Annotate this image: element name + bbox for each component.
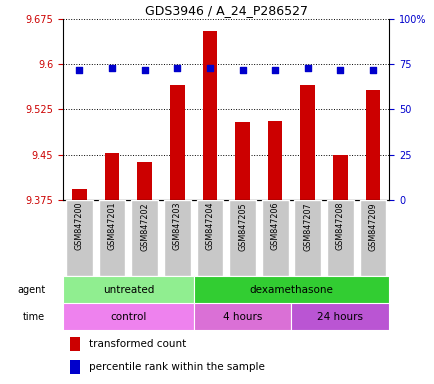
Bar [365, 89, 379, 200]
Text: transformed count: transformed count [89, 339, 186, 349]
Point [206, 65, 213, 71]
Bar [196, 200, 223, 276]
Text: GSM847203: GSM847203 [172, 202, 181, 250]
Bar [170, 85, 184, 200]
Text: GSM847206: GSM847206 [270, 202, 279, 250]
Text: 4 hours: 4 hours [222, 312, 262, 322]
Point [304, 65, 311, 71]
Point [369, 67, 376, 73]
Text: time: time [23, 312, 45, 322]
Title: GDS3946 / A_24_P286527: GDS3946 / A_24_P286527 [145, 3, 307, 17]
Point [141, 67, 148, 73]
Text: GSM847205: GSM847205 [237, 202, 247, 251]
Text: 24 hours: 24 hours [317, 312, 362, 322]
Bar [300, 85, 314, 200]
Bar [63, 303, 193, 330]
Bar [63, 276, 193, 303]
Point [173, 65, 181, 71]
Bar [99, 200, 125, 276]
Text: GSM847200: GSM847200 [75, 202, 84, 250]
Bar [359, 200, 385, 276]
Text: GSM847208: GSM847208 [335, 202, 344, 250]
Bar [131, 200, 158, 276]
Text: control: control [110, 312, 146, 322]
Bar [105, 153, 119, 200]
Point [108, 65, 115, 71]
Text: GSM847201: GSM847201 [107, 202, 116, 250]
Point [239, 67, 246, 73]
Bar [229, 200, 255, 276]
Bar [332, 155, 347, 200]
Point [76, 67, 82, 73]
Bar [193, 303, 291, 330]
Text: untreated: untreated [102, 285, 154, 295]
Bar [164, 200, 190, 276]
Bar [66, 200, 92, 276]
Bar [72, 189, 86, 200]
Bar [261, 200, 288, 276]
Text: dexamethasone: dexamethasone [249, 285, 332, 295]
Bar [69, 360, 80, 374]
Bar [294, 200, 320, 276]
Bar [235, 122, 249, 200]
Text: GSM847204: GSM847204 [205, 202, 214, 250]
Bar [326, 200, 353, 276]
Point [336, 67, 343, 73]
Point [271, 67, 278, 73]
Text: GSM847202: GSM847202 [140, 202, 149, 251]
Bar [202, 31, 217, 200]
Bar [267, 121, 282, 200]
Text: agent: agent [17, 285, 45, 295]
Bar [137, 162, 151, 200]
Bar [69, 337, 80, 351]
Text: GSM847209: GSM847209 [368, 202, 377, 251]
Bar [193, 276, 388, 303]
Bar [291, 303, 388, 330]
Text: percentile rank within the sample: percentile rank within the sample [89, 362, 264, 372]
Text: GSM847207: GSM847207 [302, 202, 312, 251]
